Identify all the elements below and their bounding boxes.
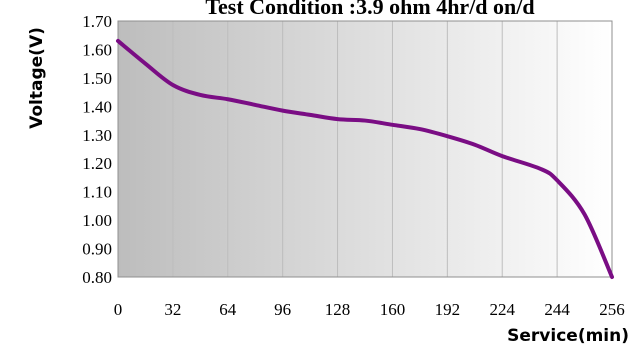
y-tick-label: 1.70 — [82, 12, 112, 31]
y-tick-label: 1.50 — [82, 69, 112, 88]
voltage-series-line — [116, 38, 614, 279]
y-tick-label: 0.80 — [82, 268, 112, 287]
x-tick-label: 256 — [599, 300, 625, 319]
y-tick-label: 1.00 — [82, 211, 112, 230]
x-tick-label: 64 — [219, 300, 237, 319]
grid-lines — [172, 21, 558, 277]
y-tick-label: 0.90 — [82, 240, 112, 259]
plot-area — [118, 21, 612, 277]
plot-frame — [117, 20, 613, 278]
x-tick-label: 128 — [325, 300, 351, 319]
y-tick-label: 1.10 — [82, 183, 112, 202]
x-tick-label: 192 — [435, 300, 461, 319]
x-tick-label: 32 — [164, 300, 181, 319]
x-tick-label: 0 — [114, 300, 123, 319]
x-axis-label: Service(min) — [507, 326, 629, 346]
x-tick-label: 160 — [380, 300, 406, 319]
y-tick-label: 1.30 — [82, 126, 112, 145]
x-tick-labels: 0 32 64 96 128 160 192 224 244 256 — [114, 300, 625, 319]
y-axis-label: Voltage(V) — [27, 27, 47, 129]
chart-title: Test Condition :3.9 ohm 4hr/d on/d — [205, 0, 534, 19]
y-tick-label: 1.60 — [82, 40, 112, 59]
x-tick-label: 224 — [489, 300, 515, 319]
x-tick-label: 244 — [544, 300, 570, 319]
y-tick-label: 1.40 — [82, 97, 112, 116]
x-tick-label: 96 — [274, 300, 291, 319]
y-tick-labels: 0.80 0.90 1.00 1.10 1.20 1.30 1.40 1.50 1.60 1.70 — [82, 12, 112, 287]
y-tick-label: 1.20 — [82, 154, 112, 173]
